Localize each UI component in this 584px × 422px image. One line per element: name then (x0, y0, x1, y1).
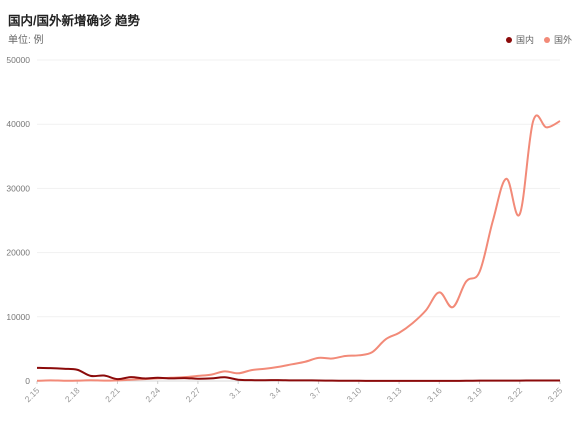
y-tick-label: 0 (25, 376, 30, 386)
x-tick-label: 2.27 (184, 385, 203, 404)
grid-layer (37, 59, 560, 382)
series-line-abroad[interactable] (36, 114, 561, 382)
x-tick-label: 3.13 (385, 385, 404, 404)
x-tick-label: 3.16 (425, 385, 444, 404)
legend-marker-domestic (505, 36, 512, 43)
x-tick-label: 2.18 (63, 385, 82, 404)
x-axis: 2.15 2.18 2.21 2.24 2.27 3.1 3.4 3.7 3.10 3.13 3.1… (23, 381, 565, 404)
legend-marker-abroad (543, 36, 550, 43)
x-tick-label: 3.25 (546, 385, 565, 404)
y-axis: 0 10000 20000 30000 40000 50000 (6, 55, 30, 386)
x-tick-label: 3.7 (308, 385, 324, 401)
x-tick-label: 3.10 (344, 385, 363, 404)
y-tick-label: 30000 (6, 183, 30, 193)
legend-label-abroad: 国外 (553, 35, 572, 45)
unit-label: 单位: 例 (8, 35, 44, 46)
y-tick-label: 40000 (6, 119, 30, 129)
x-tick-label: 2.24 (143, 385, 162, 404)
chart-title: 国内/国外新增确诊 趋势 (8, 14, 140, 28)
x-tick-label: 3.1 (227, 385, 243, 401)
y-tick-label: 50000 (6, 55, 30, 65)
legend-item-abroad[interactable]: 国外 (543, 33, 572, 46)
series-layer (36, 114, 561, 382)
legend-label-domestic: 国内 (515, 35, 534, 45)
legend-item-domestic[interactable]: 国内 (505, 33, 534, 46)
x-tick-label: 3.22 (505, 385, 524, 404)
y-tick-label: 10000 (6, 312, 30, 322)
chart-legend: 国内 国外 (496, 33, 572, 46)
series-line-domestic[interactable] (36, 366, 561, 382)
x-tick-label: 3.19 (465, 385, 484, 404)
y-tick-label: 20000 (6, 248, 30, 258)
x-tick-label: 2.15 (23, 385, 42, 404)
x-tick-label: 3.4 (267, 385, 283, 401)
x-tick-label: 2.21 (103, 385, 122, 404)
